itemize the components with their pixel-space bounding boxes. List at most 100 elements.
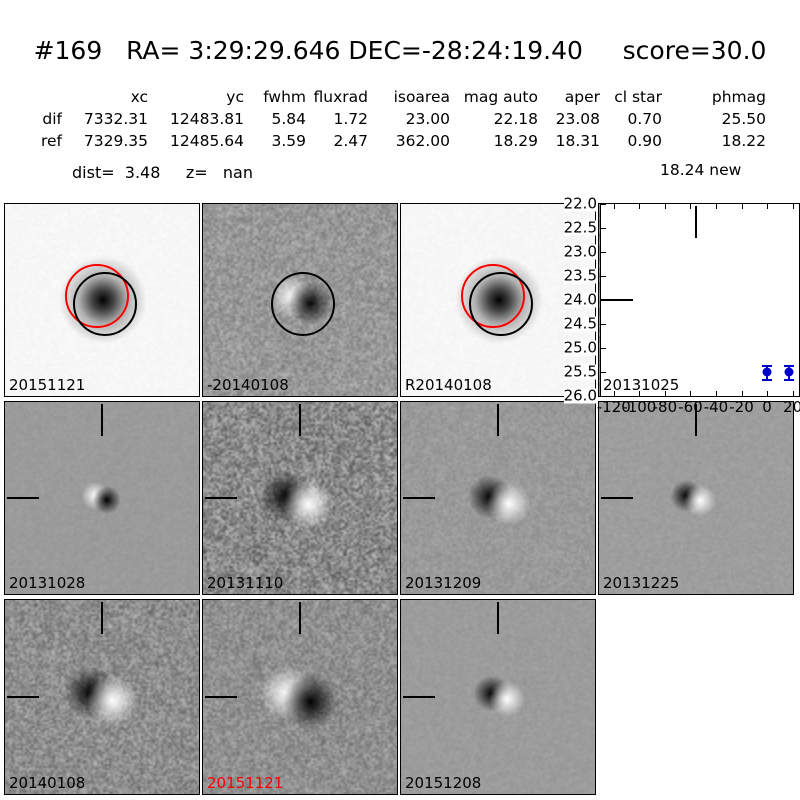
crosshair-tick-vertical [299,602,301,634]
cell-dif-cl-star: 0.70 [627,110,662,128]
aperture-circle-black [73,272,137,336]
y-axis-tick-label: 22.0 [563,194,597,213]
crosshair-tick-horizontal [601,497,633,499]
panel-date-label: 20131209 [405,574,482,592]
x-axis-tick [690,204,692,209]
y-axis-tick-label: 26.0 [563,386,597,405]
row-tag-ref: ref [40,132,62,150]
cell-dif-fluxrad: 1.72 [333,110,368,128]
header-xc: xc [130,88,148,106]
cell-ref-fluxrad: 2.47 [333,132,368,150]
header-tag [0,86,68,108]
cutout-grid: 20151121 -20140108 R20140108 20131025 201310… [4,196,800,797]
y-axis-tick [601,348,606,349]
table-header-row: xc yc fwhm fluxrad isoarea mag auto aper… [0,86,800,108]
x-axis-tick [613,204,615,209]
crosshair-tick-vertical [497,404,499,436]
y-axis-tick-label: 23.5 [563,266,597,285]
crosshair-tick-vertical [299,404,301,436]
x-axis-tick-label: -100 [622,398,657,416]
header-yc: yc [226,88,244,106]
y-axis-tick-label: 23.0 [563,242,597,261]
error-bar-cap [783,378,794,381]
table-row: ref 7329.35 12485.64 3.59 2.47 362.00 18… [0,130,800,152]
x-axis-tick [639,204,641,209]
y-axis-tick [601,228,606,229]
cell-ref-xc: 7329.35 [83,132,148,150]
y-axis-tick-label: 24.5 [563,314,597,333]
x-axis-tick [639,391,641,396]
cutout-panel-20140108[interactable]: 20140108 [4,599,200,795]
header-mag-auto: mag auto [463,88,538,106]
lightcurve-plot[interactable]: 22.0 22.5 23.0 23.5 24.0 24.5 25.0 25.5 26.0 -120… [563,196,800,415]
crosshair-tick-vertical [101,602,103,634]
header-isoarea: isoarea [393,88,450,106]
crosshair-tick-horizontal [601,299,633,301]
cutout-panel-20140108[interactable]: R20140108 [400,203,596,397]
x-axis-tick [741,204,743,209]
x-axis-tick-label: -80 [652,398,678,416]
page-title: #169 RA= 3:29:29.646 DEC=-28:24:19.40 sc… [33,36,767,65]
cell-dif-yc: 12483.81 [170,110,244,128]
header-block: #169 RA= 3:29:29.646 DEC=-28:24:19.40 sc… [0,0,800,200]
crosshair-tick-horizontal [403,497,435,499]
cell-dif-isoarea: 23.00 [405,110,450,128]
cutout-panel-20151121[interactable]: 20151121 [202,599,398,795]
lightcurve-data-point[interactable] [762,367,772,377]
y-axis-tick-label: 22.5 [563,218,597,237]
y-axis-tick-label: 25.0 [563,338,597,357]
cutout-panel-20151208[interactable]: 20151208 [400,599,596,795]
cell-ref-isoarea: 362.00 [395,132,450,150]
cutout-panel-20131028[interactable]: 20131028 [4,401,200,595]
panel-date-label: 20151121 [207,774,284,792]
x-axis-tick [715,391,717,396]
panel-date-label: -20140108 [207,376,289,394]
crosshair-tick-horizontal [403,696,435,698]
crosshair-tick-vertical [497,602,499,634]
x-axis-tick [741,391,743,396]
crosshair-tick-vertical [695,206,697,238]
panel-date-label: 20140108 [9,774,86,792]
error-bar-cap [762,378,773,381]
x-axis-tick [792,391,794,396]
cutout-panel-20131110[interactable]: 20131110 [202,401,398,595]
header-phmag: phmag [711,88,766,106]
aperture-circle-black [469,272,533,336]
cutout-panel-20131209[interactable]: 20131209 [400,401,596,595]
x-axis-tick [664,204,666,209]
cell-ref-yc: 12485.64 [170,132,244,150]
distance-redshift-line: dist= 3.48 z= nan [72,163,253,182]
aperture-circle-black [271,272,335,336]
x-axis-tick-label: 0 [762,398,772,416]
panel-date-label: 20151208 [405,774,482,792]
panel-date-label: R20140108 [405,376,492,394]
cutout-panel-20151121[interactable]: 20151121 [4,203,200,397]
cell-dif-xc: 7332.31 [83,110,148,128]
cell-ref-suffix: ref [766,130,800,152]
lightcurve-data-point[interactable] [784,367,794,377]
y-axis-tick [601,252,606,253]
x-axis-tick-label: 20 [783,398,800,416]
cell-ref-fwhm: 3.59 [271,132,306,150]
crosshair-tick-vertical [101,404,103,436]
panel-date-label: 20151121 [9,376,86,394]
y-axis-tick [601,324,606,325]
cell-dif-aper: 23.08 [555,110,600,128]
cutout-panel-20140108[interactable]: -20140108 [202,203,398,397]
header-fwhm: fwhm [263,88,306,106]
crosshair-tick-horizontal [205,497,237,499]
crosshair-tick-vertical [695,404,697,436]
x-axis-tick-label: -120 [596,398,631,416]
header-aper: aper [564,88,600,106]
measurements-table: xc yc fwhm fluxrad isoarea mag auto aper… [0,86,800,152]
y-axis-tick [601,372,606,373]
x-axis-tick-label: -40 [703,398,729,416]
cutout-panel-20131225[interactable]: 20131225 [598,401,794,595]
panel-date-label: 20131028 [9,574,86,592]
panel-date-label: 20131225 [603,574,680,592]
cell-ref-aper: 18.31 [555,132,600,150]
cell-ref-phmag: 18.22 [721,132,766,150]
cell-dif-suffix [766,108,800,130]
cell-dif-phmag: 25.50 [721,110,766,128]
y-axis-tick-label: 25.5 [563,362,597,381]
